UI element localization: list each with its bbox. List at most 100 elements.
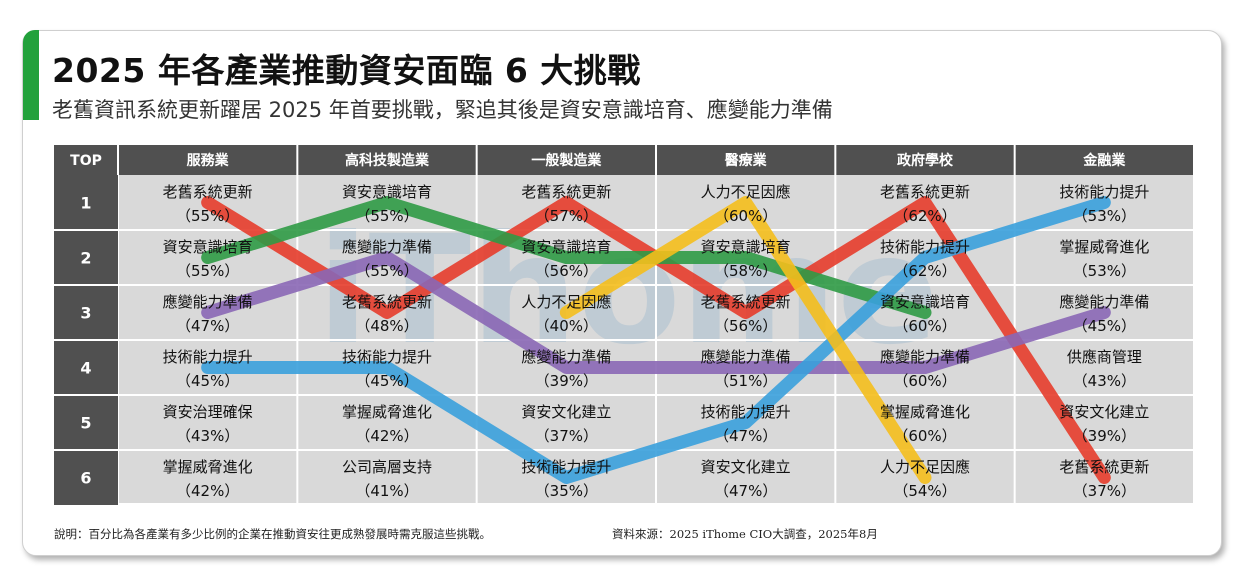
challenge-label: 資安意識培育: [701, 238, 791, 256]
challenge-percent: （39%）: [1073, 427, 1136, 445]
rank-label: 1: [80, 194, 91, 213]
challenge-percent: （42%）: [176, 482, 239, 500]
challenge-label: 技術能力提升: [163, 348, 253, 366]
challenge-percent: （43%）: [176, 427, 239, 445]
column-headers: TOP 服務業 高科技製造業 一般製造業 醫療業 政府學校 金融業: [70, 152, 1126, 169]
challenge-label: 老舊系統更新: [521, 183, 611, 201]
challenge-label: 掌握威脅進化: [163, 458, 253, 476]
challenge-percent: （40%）: [535, 317, 598, 335]
rank-label: 6: [80, 469, 91, 488]
challenge-percent: （55%）: [355, 207, 418, 225]
challenge-percent: （54%）: [893, 482, 956, 500]
challenge-percent: （41%）: [355, 482, 418, 500]
challenge-percent: （57%）: [535, 207, 598, 225]
page-title: 2025 年各產業推動資安面臨 6 大挑戰: [52, 51, 641, 90]
challenge-percent: （35%）: [535, 482, 598, 500]
challenge-label: 資安意識培育: [163, 238, 253, 256]
challenge-label: 應變能力準備: [342, 238, 432, 256]
rank-header: TOP: [70, 153, 102, 169]
rank-column: 1 2 3 4 5 6: [54, 175, 118, 505]
challenge-label: 人力不足因應: [521, 293, 611, 311]
challenge-percent: （51%）: [714, 372, 777, 390]
rank-label: 4: [80, 359, 91, 378]
challenge-label: 資安意識培育: [521, 238, 611, 256]
challenge-label: 供應商管理: [1067, 348, 1142, 366]
challenge-label: 人力不足因應: [701, 183, 791, 201]
challenge-percent: （62%）: [893, 207, 956, 225]
challenge-percent: （45%）: [1073, 317, 1136, 335]
challenge-label: 資安治理確保: [163, 403, 253, 421]
industry-header: 高科技製造業: [345, 152, 430, 169]
challenge-percent: （37%）: [1073, 482, 1136, 500]
challenge-percent: （55%）: [176, 207, 239, 225]
series-line: [559, 196, 932, 484]
industry-header: 政府學校: [897, 152, 954, 169]
challenge-percent: （60%）: [893, 317, 956, 335]
challenge-percent: （42%）: [355, 427, 418, 445]
series-line: [201, 196, 1111, 484]
challenge-label: 公司高層支持: [342, 458, 432, 476]
industry-header: 服務業: [187, 152, 230, 169]
challenge-label: 應變能力準備: [521, 348, 611, 366]
footnote: 說明：百分比為各產業有多少比例的企業在推動資安往更成熟發展時需克服這些挑戰。: [54, 527, 491, 541]
challenge-percent: （43%）: [1073, 372, 1136, 390]
challenge-percent: （60%）: [714, 207, 777, 225]
challenge-percent: （58%）: [714, 262, 777, 280]
challenge-label: 技術能力提升: [880, 238, 970, 256]
challenge-label: 應變能力準備: [163, 293, 253, 311]
challenge-percent: （45%）: [355, 372, 418, 390]
challenge-label: 資安文化建立: [521, 403, 611, 421]
challenge-label: 技術能力提升: [342, 348, 432, 366]
challenge-label: 應變能力準備: [1059, 293, 1149, 311]
challenge-label: 掌握威脅進化: [1059, 238, 1149, 256]
table-cells: 老舊系統更新 （55%） 資安意識培育 （55%） 應變能力準備 （47%） 技術能力提升 （…: [163, 183, 1150, 500]
title-accent-bar: [23, 30, 39, 120]
challenge-percent: （48%）: [355, 317, 418, 335]
challenge-percent: （53%）: [1073, 262, 1136, 280]
series-line: [201, 251, 1111, 374]
challenge-percent: （47%）: [714, 427, 777, 445]
industry-header: 醫療業: [725, 152, 768, 169]
challenge-label: 資安意識培育: [342, 183, 432, 201]
page-subtitle: 老舊資訊系統更新躍居 2025 年首要挑戰，緊追其後是資安意識培育、應變能力準備: [52, 98, 833, 122]
challenge-label: 資安文化建立: [701, 458, 791, 476]
industry-header: 一般製造業: [531, 152, 602, 169]
challenge-label: 應變能力準備: [701, 348, 791, 366]
table-header-bar: [54, 145, 1194, 175]
challenge-label: 掌握威脅進化: [880, 403, 970, 421]
challenge-label: 掌握威脅進化: [342, 403, 432, 421]
challenge-percent: （55%）: [176, 262, 239, 280]
challenge-percent: （62%）: [893, 262, 956, 280]
challenge-label: 老舊系統更新: [880, 183, 970, 201]
challenge-label: 應變能力準備: [880, 348, 970, 366]
challenge-label: 資安文化建立: [1059, 403, 1149, 421]
source-note: 資料來源：2025 iThome CIO大調查，2025年8月: [612, 527, 878, 541]
challenge-percent: （47%）: [176, 317, 239, 335]
challenge-percent: （37%）: [535, 427, 598, 445]
challenge-percent: （60%）: [893, 427, 956, 445]
rank-label: 3: [80, 304, 91, 323]
challenge-label: 技術能力提升: [701, 403, 791, 421]
challenge-percent: （53%）: [1073, 207, 1136, 225]
series-lines: [201, 196, 1111, 484]
series-line: [201, 196, 932, 319]
challenge-label: 老舊系統更新: [701, 293, 791, 311]
challenge-label: 老舊系統更新: [1059, 458, 1149, 476]
challenge-percent: （56%）: [535, 262, 598, 280]
challenge-percent: （55%）: [355, 262, 418, 280]
challenge-percent: （56%）: [714, 317, 777, 335]
rank-label: 5: [80, 414, 91, 433]
challenge-label: 人力不足因應: [880, 458, 970, 476]
challenge-label: 老舊系統更新: [163, 183, 253, 201]
challenge-label: 老舊系統更新: [342, 293, 432, 311]
rank-label: 2: [80, 249, 91, 268]
challenge-percent: （39%）: [535, 372, 598, 390]
challenge-percent: （60%）: [893, 372, 956, 390]
challenge-percent: （47%）: [714, 482, 777, 500]
challenge-label: 技術能力提升: [521, 458, 611, 476]
challenge-label: 技術能力提升: [1059, 183, 1149, 201]
challenge-percent: （45%）: [176, 372, 239, 390]
challenge-label: 資安意識培育: [880, 293, 970, 311]
industry-header: 金融業: [1082, 152, 1126, 169]
